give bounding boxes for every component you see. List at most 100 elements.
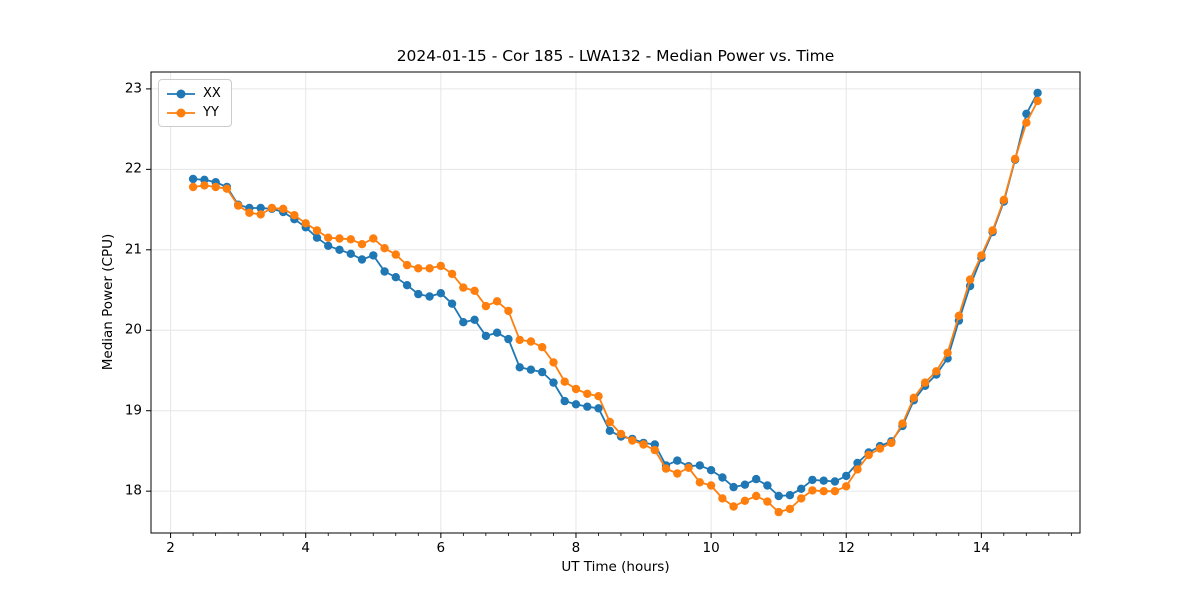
data-point-yy <box>830 487 840 496</box>
legend-item-yy: YY <box>166 104 221 121</box>
data-point-yy <box>188 182 198 192</box>
data-point-xx <box>571 400 581 409</box>
data-point-yy <box>977 251 986 260</box>
data-point-yy <box>447 269 457 279</box>
data-point-xx <box>718 473 727 482</box>
data-point-yy <box>797 494 806 503</box>
data-point-xx <box>729 482 738 492</box>
x-tick-label: 14 <box>972 540 990 556</box>
data-point-xx <box>391 273 400 282</box>
data-point-yy <box>470 286 479 295</box>
data-point-yy <box>1022 118 1031 127</box>
data-point-xx <box>605 426 614 435</box>
data-point-xx <box>706 466 716 475</box>
axes-spines <box>150 71 1081 534</box>
data-point-xx <box>740 480 750 489</box>
data-point-yy <box>594 392 603 401</box>
data-point-yy <box>853 465 862 474</box>
data-point-yy <box>200 181 209 190</box>
data-point-xx <box>1033 88 1042 98</box>
data-point-yy <box>380 244 389 253</box>
data-point-yy <box>920 378 930 387</box>
data-point-yy <box>515 335 524 345</box>
data-point-yy <box>324 233 333 242</box>
x-tick-label: 10 <box>702 540 720 556</box>
data-point-xx <box>492 328 502 337</box>
data-point-xx <box>425 292 434 301</box>
data-point-xx <box>312 233 322 242</box>
data-point-yy <box>864 450 873 460</box>
data-point-xx <box>335 245 344 254</box>
data-point-yy <box>943 348 952 357</box>
data-point-xx <box>357 255 367 264</box>
data-point-xx <box>695 461 704 470</box>
y-tick-label: 18 <box>124 482 142 499</box>
data-point-yy <box>560 377 569 386</box>
data-point-xx <box>583 402 592 411</box>
data-point-yy <box>211 182 220 192</box>
data-point-yy <box>571 384 581 394</box>
data-point-yy <box>222 184 232 193</box>
legend-line-marker-icon <box>167 89 195 98</box>
legend: XX YY <box>158 79 232 127</box>
data-point-xx <box>830 477 840 486</box>
data-point-yy <box>357 240 367 249</box>
data-point-yy <box>335 234 344 243</box>
data-point-xx <box>797 484 806 493</box>
data-point-xx <box>459 318 468 327</box>
data-point-xx <box>515 363 524 372</box>
data-point-yy <box>763 497 772 506</box>
data-point-yy <box>256 210 265 219</box>
data-point-yy <box>752 491 761 501</box>
data-point-yy <box>988 226 997 235</box>
data-point-xx <box>1022 109 1031 119</box>
data-point-xx <box>774 491 783 501</box>
data-point-xx <box>785 491 795 500</box>
data-point-yy <box>504 306 513 316</box>
data-point-yy <box>369 234 378 243</box>
data-point-yy <box>481 301 491 311</box>
data-point-yy <box>290 211 299 220</box>
data-point-yy <box>402 260 412 270</box>
data-point-xx <box>819 476 828 485</box>
data-point-yy <box>459 283 468 292</box>
series-line-yy <box>192 100 1039 513</box>
data-point-xx <box>380 267 389 276</box>
data-point-yy <box>436 261 445 271</box>
data-point-yy <box>628 436 637 445</box>
data-point-yy <box>887 438 896 448</box>
chart-title: 2024-01-15 - Cor 185 - LWA132 - Median P… <box>396 47 835 65</box>
legend-item-xx: XX <box>166 85 221 102</box>
data-point-yy <box>391 250 400 259</box>
data-point-yy <box>706 481 716 490</box>
data-point-yy <box>695 478 704 487</box>
x-tick-label: 12 <box>837 540 855 556</box>
data-point-xx <box>752 474 761 484</box>
legend-label: XX <box>203 86 221 101</box>
data-point-yy <box>312 226 322 235</box>
y-axis-label-text: Median Power (CPU) <box>100 233 116 371</box>
data-point-yy <box>605 417 614 427</box>
data-point-yy <box>414 264 423 273</box>
data-point-yy <box>279 204 288 213</box>
data-point-xx <box>549 378 558 387</box>
y-tick-label: 19 <box>124 402 142 419</box>
series-line-xx <box>192 92 1039 497</box>
data-point-xx <box>188 174 198 184</box>
data-point-xx <box>256 203 265 213</box>
x-axis-label: UT Time (hours) <box>561 559 670 575</box>
data-point-xx <box>853 458 862 468</box>
data-point-xx <box>842 471 851 481</box>
data-point-yy <box>639 440 648 449</box>
data-point-xx <box>526 365 536 374</box>
data-point-yy <box>729 502 738 511</box>
data-point-yy <box>999 195 1009 205</box>
y-tick-label: 23 <box>124 80 142 97</box>
data-point-xx <box>414 289 423 299</box>
data-point-yy <box>954 311 964 320</box>
data-point-yy <box>616 429 626 439</box>
x-tick-label: 2 <box>166 540 175 556</box>
data-point-yy <box>526 337 536 346</box>
